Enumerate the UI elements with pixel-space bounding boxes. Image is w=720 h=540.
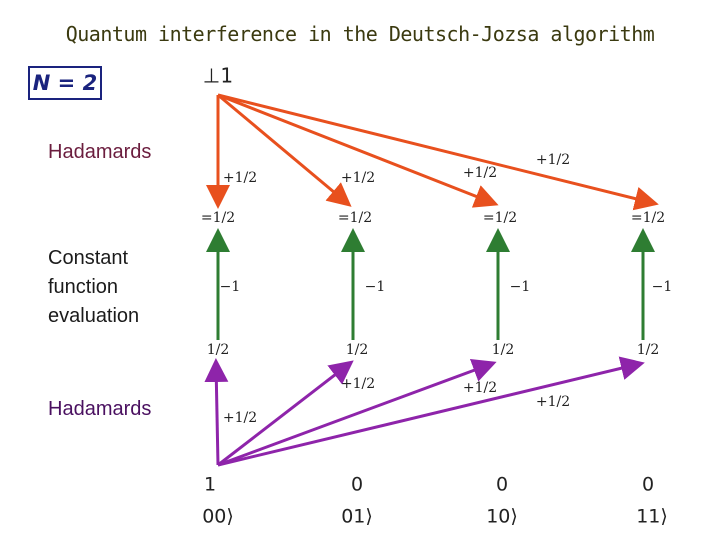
upper-weight: +1/2 xyxy=(223,170,257,186)
oracle-phase: −1 xyxy=(220,279,241,295)
oracle-arrows xyxy=(206,228,655,340)
upper-arrows xyxy=(206,93,659,211)
stage-label: Constant function evaluation xyxy=(48,247,140,327)
final-amplitude: 1 xyxy=(204,474,216,496)
final-amplitude: 0 xyxy=(642,474,654,496)
upper-weight: +1/2 xyxy=(536,152,570,168)
upper-weight: +1/2 xyxy=(341,170,375,186)
lower-weight: +1/2 xyxy=(463,380,497,396)
top-amplitude: ⊥1 xyxy=(203,64,233,88)
stage-label: Hadamards xyxy=(48,141,152,163)
mid-amplitude: =1/2 xyxy=(483,210,517,226)
mid-amplitude: =1/2 xyxy=(338,210,372,226)
mid-amplitude: =1/2 xyxy=(201,210,235,226)
title: Quantum interference in the Deutsch-Jozs… xyxy=(65,22,655,46)
final-amplitude: 0 xyxy=(351,474,363,496)
oracle-phase: −1 xyxy=(365,279,386,295)
mid-amplitude: =1/2 xyxy=(631,210,665,226)
oracle-phase: −1 xyxy=(652,279,673,295)
basis-state: 11⟩ xyxy=(636,506,668,528)
lower-amplitude: 1/2 xyxy=(207,342,230,358)
system-size: N = 2 xyxy=(28,66,102,100)
lower-amplitude: 1/2 xyxy=(637,342,660,358)
lower-weight: +1/2 xyxy=(536,394,570,410)
basis-state: 10⟩ xyxy=(486,506,518,528)
lower-weight: +1/2 xyxy=(223,410,257,426)
lower-amplitude: 1/2 xyxy=(346,342,369,358)
stage-label: Hadamards xyxy=(48,398,152,420)
lower-arrows xyxy=(204,356,645,467)
oracle-phase: −1 xyxy=(510,279,531,295)
lower-weight: +1/2 xyxy=(341,376,375,392)
upper-weight: +1/2 xyxy=(463,165,497,181)
basis-state: 00⟩ xyxy=(202,506,234,528)
lower-amplitude: 1/2 xyxy=(492,342,515,358)
basis-state: 01⟩ xyxy=(341,506,373,528)
final-amplitude: 0 xyxy=(496,474,508,496)
